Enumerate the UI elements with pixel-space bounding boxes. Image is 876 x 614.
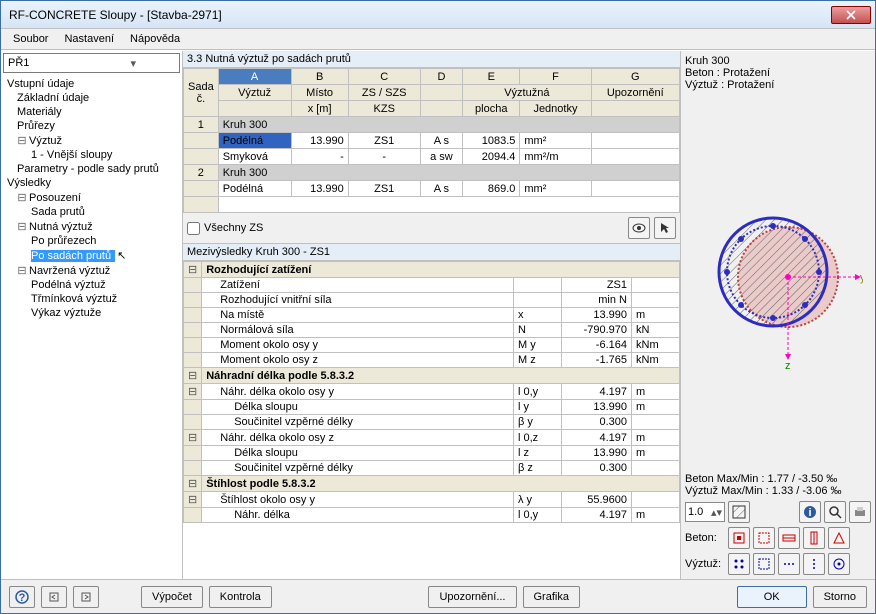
cross-section-diagram: y z [683, 93, 873, 471]
beton-btn-2[interactable] [753, 527, 775, 549]
beton-btn-3[interactable] [778, 527, 800, 549]
pick-button[interactable] [654, 217, 676, 239]
vyztuz-label: Výztuž: [685, 558, 725, 570]
tool-row-1: 1.0▴▾ i [683, 499, 873, 525]
menu-nastaveni[interactable]: Nastavení [56, 31, 122, 47]
print-button[interactable] [849, 501, 871, 523]
svg-text:y: y [860, 272, 863, 284]
ok-button[interactable]: OK [737, 586, 807, 608]
close-button[interactable] [831, 6, 871, 24]
tree-item[interactable]: Základní údaje [3, 91, 180, 105]
window-title: RF-CONCRETE Sloupy - [Stavba-2971] [9, 8, 831, 22]
chevron-down-icon: ▾ [92, 57, 176, 70]
case-combo[interactable]: PŘ1 ▾ [3, 53, 180, 73]
scale-spinner[interactable]: 1.0▴▾ [685, 502, 725, 522]
main-grid[interactable]: Sadač.ABCDEFGVýztužMístoZS / SZSVýztužná… [183, 68, 680, 213]
menubar: Soubor Nastavení Nápověda [1, 29, 875, 49]
center-pane: 3.3 Nutná výztuž po sadách prutů Sadač.A… [183, 51, 681, 579]
tree-item[interactable]: 1 - Vnější sloupy [3, 148, 180, 162]
results-grid[interactable]: ⊟Rozhodující zatíženíZatíženíZS1Rozhoduj… [183, 261, 680, 523]
menu-soubor[interactable]: Soubor [5, 31, 56, 47]
main-grid-wrap: Sadač.ABCDEFGVýztužMístoZS / SZSVýztužná… [183, 68, 680, 213]
eye-button[interactable] [628, 217, 650, 239]
beton-btn-1[interactable] [728, 527, 750, 549]
app-window: RF-CONCRETE Sloupy - [Stavba-2971] Soubo… [0, 0, 876, 614]
results-header: Mezivýsledky Kruh 300 - ZS1 [183, 243, 680, 261]
left-pane: PŘ1 ▾ Vstupní údajeZákladní údajeMateriá… [1, 51, 183, 579]
svg-text:z: z [785, 360, 791, 372]
vyztuz-btn-3[interactable] [778, 553, 800, 575]
vyztuz-stat: Výztuž Max/Min : 1.33 / -3.06 ‰ [685, 485, 871, 497]
tree-item[interactable]: Třmínková výztuž [3, 292, 180, 306]
section-title: 3.3 Nutná výztuž po sadách prutů [183, 51, 680, 68]
next-button[interactable] [73, 586, 99, 608]
hatch-toggle[interactable] [728, 501, 750, 523]
main-area: PŘ1 ▾ Vstupní údajeZákladní údajeMateriá… [1, 51, 875, 579]
vyztuz-info: Výztuž : Protažení [685, 79, 871, 91]
tree-item[interactable]: ⊟Nutná výztuž [3, 219, 180, 234]
svg-text:i: i [808, 507, 811, 519]
nav-tree[interactable]: Vstupní údajeZákladní údajeMateriályPrůř… [1, 75, 182, 579]
beton-btn-5[interactable] [828, 527, 850, 549]
eye-icon [632, 223, 646, 233]
help-button[interactable]: ? [9, 586, 35, 608]
tree-item[interactable]: ⊟Navržená výztuž [3, 263, 180, 278]
vypocet-button[interactable]: Výpočet [141, 586, 203, 608]
tree-item[interactable]: Výsledky [3, 176, 180, 190]
menu-napoveda[interactable]: Nápověda [122, 31, 188, 47]
tree-item[interactable]: ⊟Posouzení [3, 190, 180, 205]
vyztuz-btn-2[interactable] [753, 553, 775, 575]
beton-info: Beton : Protažení [685, 67, 871, 79]
zoom-button[interactable] [824, 501, 846, 523]
section-info: Kruh 300 Beton : Protažení Výztuž : Prot… [683, 53, 873, 93]
beton-btn-4[interactable] [803, 527, 825, 549]
tree-item[interactable]: Sada prutů [3, 205, 180, 219]
tree-item[interactable]: Parametry - podle sady prutů [3, 162, 180, 176]
tree-item[interactable]: Výkaz výztuže [3, 306, 180, 320]
tree-item[interactable]: Po průřezech [3, 234, 180, 248]
cross-section-svg: y z [693, 182, 863, 382]
tree-item[interactable]: ⊟Výztuž [3, 133, 180, 148]
vsechny-zs-checkbox[interactable] [187, 222, 200, 235]
vyztuz-btn-5[interactable] [828, 553, 850, 575]
beton-label: Beton: [685, 532, 725, 544]
close-icon [846, 10, 856, 20]
beton-stat: Beton Max/Min : 1.77 / -3.50 ‰ [685, 473, 871, 485]
vyztuz-btn-1[interactable] [728, 553, 750, 575]
tree-item[interactable]: Po sadách prutů↖ [3, 248, 180, 263]
arrow-cursor-icon [659, 222, 671, 234]
storno-button[interactable]: Storno [813, 586, 867, 608]
upozorneni-button[interactable]: Upozornění... [428, 586, 516, 608]
tool-row-vyztuz: Výztuž: [683, 551, 873, 577]
tree-item[interactable]: Vstupní údaje [3, 77, 180, 91]
combo-value: PŘ1 [8, 57, 92, 69]
svg-text:?: ? [19, 592, 26, 604]
prev-button[interactable] [41, 586, 67, 608]
filter-row: Všechny ZS [183, 213, 680, 243]
stats: Beton Max/Min : 1.77 / -3.50 ‰ Výztuž Ma… [683, 471, 873, 499]
kontrola-button[interactable]: Kontrola [209, 586, 272, 608]
tree-item[interactable]: Materiály [3, 105, 180, 119]
section-name: Kruh 300 [685, 55, 871, 67]
results-pane: ⊟Rozhodující zatíženíZatíženíZS1Rozhoduj… [183, 261, 680, 579]
tree-item[interactable]: Podélná výztuž [3, 278, 180, 292]
grafika-button[interactable]: Grafika [523, 586, 580, 608]
bottom-bar: ? Výpočet Kontrola Upozornění... Grafika… [1, 579, 875, 613]
tree-item[interactable]: Průřezy [3, 119, 180, 133]
titlebar: RF-CONCRETE Sloupy - [Stavba-2971] [1, 1, 875, 29]
info-button[interactable]: i [799, 501, 821, 523]
vyztuz-btn-4[interactable] [803, 553, 825, 575]
right-pane: Kruh 300 Beton : Protažení Výztuž : Prot… [681, 51, 875, 579]
tool-row-beton: Beton: [683, 525, 873, 551]
vsechny-zs-label: Všechny ZS [204, 222, 263, 234]
